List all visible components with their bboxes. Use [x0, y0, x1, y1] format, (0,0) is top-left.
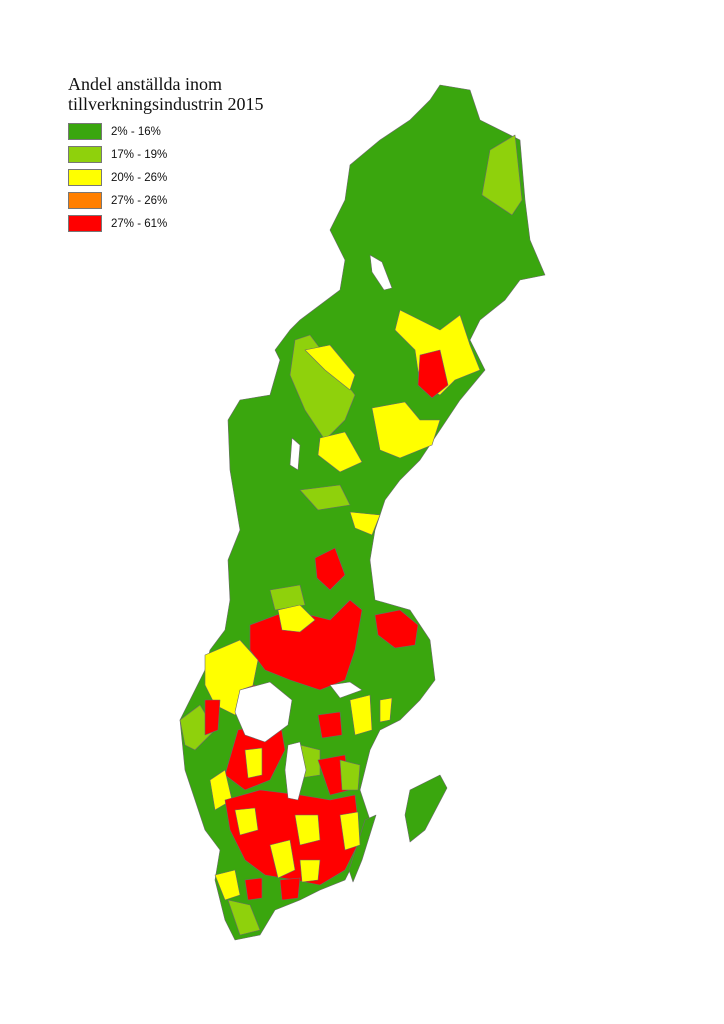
map-legend: Andel anställda inom tillverkningsindust…	[68, 74, 264, 235]
legend-title-line-2: tillverkningsindustrin 2015	[68, 94, 264, 114]
municipality-region	[279, 877, 301, 901]
lake-malaren	[329, 681, 363, 699]
municipality-region	[374, 609, 419, 649]
legend-swatch	[68, 169, 102, 186]
legend-swatch	[68, 146, 102, 163]
municipality-region	[417, 349, 449, 399]
lake-storsjon	[289, 437, 301, 471]
municipality-region	[317, 711, 343, 739]
municipality-region	[379, 697, 393, 723]
legend-title: Andel anställda inom tillverkningsindust…	[68, 74, 264, 114]
municipality-region	[204, 699, 221, 736]
municipality-region	[481, 134, 523, 216]
legend-label: 2% - 16%	[111, 125, 161, 138]
legend-item: 27% - 26%	[68, 189, 264, 212]
municipality-region	[244, 877, 263, 901]
municipality-region	[349, 511, 381, 536]
municipality-region	[299, 859, 321, 883]
oland	[348, 814, 377, 883]
municipality-region	[314, 547, 346, 591]
legend-item: 20% - 26%	[68, 166, 264, 189]
municipality-region	[234, 807, 259, 836]
legend-swatch	[68, 123, 102, 140]
legend-item: 27% - 61%	[68, 212, 264, 235]
legend-title-line-1: Andel anställda inom	[68, 74, 222, 94]
municipality-region	[317, 431, 363, 473]
legend-swatch	[68, 215, 102, 232]
municipality-region	[294, 814, 321, 846]
municipality-region	[339, 759, 361, 791]
municipality-region	[339, 811, 361, 851]
municipality-region	[227, 899, 261, 936]
legend-swatch	[68, 192, 102, 209]
gotland	[404, 774, 448, 843]
legend-label: 17% - 19%	[111, 148, 168, 161]
municipality-region	[304, 344, 356, 391]
lake-vattern	[284, 741, 307, 801]
municipality-region	[349, 694, 373, 736]
lake-tornetrask	[369, 254, 393, 291]
municipality-region	[244, 747, 263, 779]
legend-label: 27% - 26%	[111, 194, 168, 207]
municipality-region	[249, 599, 363, 691]
legend-item: 2% - 16%	[68, 120, 264, 143]
legend-label: 20% - 26%	[111, 171, 168, 184]
legend-items: 2% - 16% 17% - 19% 20% - 26% 27% - 26% 27% -…	[68, 120, 264, 235]
municipality-region	[289, 334, 356, 441]
municipality-region	[214, 869, 241, 901]
legend-item: 17% - 19%	[68, 143, 264, 166]
lake-vanern	[234, 681, 293, 743]
legend-label: 27% - 61%	[111, 217, 168, 230]
municipality-region	[277, 604, 316, 633]
municipality-region	[299, 484, 351, 511]
municipality-region	[224, 789, 361, 886]
municipality-region	[371, 401, 441, 459]
municipality-region	[269, 584, 306, 611]
municipality-region	[269, 839, 296, 879]
